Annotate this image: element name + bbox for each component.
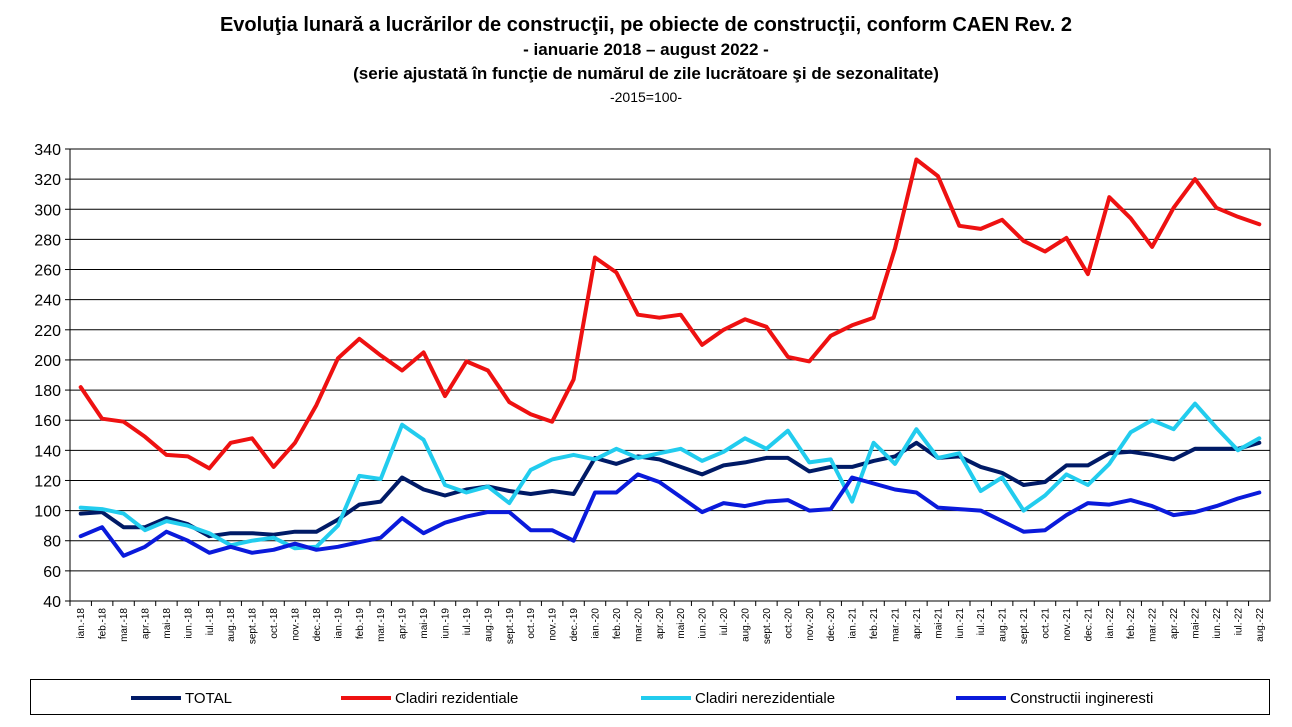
x-tick-label: iun.-19	[441, 608, 452, 639]
y-tick-label: 40	[43, 594, 61, 611]
x-tick-label: feb.-22	[1126, 608, 1137, 640]
chart-subtitle: - ianuarie 2018 – august 2022 -	[523, 40, 769, 59]
x-tick-label: iul.-19	[462, 608, 473, 636]
chart-base-note: -2015=100-	[609, 89, 682, 105]
legend-item-ingineresti: Constructii ingineresti	[956, 688, 1153, 708]
line-chart: 40 60 80 100 120 140 160 180 200 220 240 260 280 300 3…	[34, 142, 1271, 645]
y-tick-label: 280	[34, 232, 61, 249]
x-tick-label: feb.-19	[355, 608, 366, 640]
x-tick-label: apr.-22	[1169, 608, 1180, 640]
x-tick-label: mar.-22	[1148, 608, 1159, 642]
x-tick-label: iul.-22	[1233, 608, 1244, 636]
legend-swatch-rezidentiale	[341, 696, 391, 700]
x-tick-label: oct.-18	[269, 608, 280, 639]
legend-swatch-nerezidentiale	[641, 696, 691, 700]
x-tick-label: iul.-18	[205, 608, 216, 636]
chart-title: Evoluţia lunară a lucrărilor de construc…	[219, 14, 1073, 36]
x-tick-label: aug.-22	[1255, 608, 1266, 642]
legend-swatch-ingineresti	[956, 696, 1006, 700]
y-tick-label: 80	[43, 534, 61, 551]
series-line-cladiri-rezidentiale	[78, 157, 1262, 471]
x-tick-label: oct.-20	[783, 608, 794, 639]
x-tick-label: dec.-19	[569, 608, 580, 642]
x-tick-label: mai-19	[419, 608, 430, 639]
x-tick-label: sept.-20	[762, 608, 773, 645]
x-tick-label: nov.-20	[805, 608, 816, 641]
x-tick-label: oct.-19	[526, 608, 537, 639]
x-tick-label: mar.-21	[891, 608, 902, 642]
chart-legend: TOTAL Cladiri rezidentiale Cladiri nerez…	[30, 679, 1270, 715]
y-tick-label: 320	[34, 172, 61, 189]
series-line-total	[78, 440, 1262, 539]
y-tick-label: 200	[34, 353, 61, 370]
x-tick-label: ian.-21	[848, 608, 859, 639]
x-tick-label: oct.-21	[1041, 608, 1052, 639]
y-tick-label: 340	[34, 142, 61, 159]
legend-label-total: TOTAL	[185, 689, 232, 707]
y-tick-label: 300	[34, 202, 61, 219]
x-tick-label: mai-20	[676, 608, 687, 639]
x-tick-label: sept.-21	[1019, 608, 1030, 645]
y-tick-label: 260	[34, 263, 61, 280]
legend-label-ingineresti: Constructii ingineresti	[1010, 689, 1154, 707]
x-tick-label: aug.-20	[741, 608, 752, 642]
x-tick-label: ian.-18	[76, 608, 87, 639]
y-tick-label: 160	[34, 413, 61, 430]
x-tick-label: nov.-21	[1062, 608, 1073, 641]
x-tick-label: iul.-20	[719, 608, 730, 636]
x-tick-label: apr.-21	[912, 608, 923, 640]
x-tick-label: feb.-20	[612, 608, 623, 640]
series-line-cladiri-nerezidentiale	[78, 401, 1262, 551]
y-tick-label: 180	[34, 383, 61, 400]
x-tick-label: sept.-18	[248, 608, 259, 645]
x-tick-label: iun.-22	[1212, 608, 1223, 639]
x-tick-label: aug.-21	[998, 608, 1009, 642]
x-tick-label: aug.-19	[483, 608, 494, 642]
x-tick-label: aug.-18	[226, 608, 237, 642]
x-tick-label: apr.-18	[141, 608, 152, 640]
x-tick-label: mar.-20	[633, 608, 644, 642]
x-tick-label: ian.-20	[591, 608, 602, 639]
x-tick-label: mar.-18	[119, 608, 130, 642]
series-line-constructii-ingineresti	[78, 472, 1262, 558]
y-tick-label: 120	[34, 473, 61, 490]
legend-swatch-total	[131, 696, 181, 700]
chart-titles: Evoluţia lunară a lucrărilor de construc…	[0, 12, 1292, 108]
y-tick-label: 240	[34, 293, 61, 310]
x-tick-label: mai-22	[1191, 608, 1202, 639]
y-tick-label: 60	[43, 564, 61, 581]
x-tick-label: ian.-22	[1105, 608, 1116, 639]
x-tick-label: iul.-21	[976, 608, 987, 636]
x-tick-label: nov.-18	[291, 608, 302, 641]
x-tick-label: mai-21	[933, 608, 944, 639]
y-tick-label: 140	[34, 443, 61, 460]
x-tick-label: apr.-19	[398, 608, 409, 640]
x-tick-label: sept.-19	[505, 608, 516, 645]
legend-item-rezidentiale: Cladiri rezidentiale	[341, 688, 518, 708]
x-tick-label: feb.-21	[869, 608, 880, 640]
x-tick-label: mar.-19	[376, 608, 387, 642]
x-tick-label: dec.-18	[312, 608, 323, 642]
x-tick-label: nov.-19	[548, 608, 559, 641]
x-tick-label: dec.-21	[1083, 608, 1094, 642]
legend-item-total: TOTAL	[131, 688, 232, 708]
legend-item-nerezidentiale: Cladiri nerezidentiale	[641, 688, 835, 708]
y-tick-label: 100	[34, 504, 61, 521]
y-tick-label: 220	[34, 323, 61, 340]
x-tick-label: iun.-21	[955, 608, 966, 639]
x-tick-label: ian.-19	[333, 608, 344, 639]
x-tick-label: apr.-20	[655, 608, 666, 640]
chart-subtitle-adjustment: (serie ajustată în funcţie de numărul de…	[353, 64, 939, 83]
x-tick-label: dec.-20	[826, 608, 837, 642]
legend-label-rezidentiale: Cladiri rezidentiale	[395, 689, 519, 707]
legend-label-nerezidentiale: Cladiri nerezidentiale	[695, 689, 836, 707]
x-tick-label: mai-18	[162, 608, 173, 639]
x-tick-label: iun.-20	[698, 608, 709, 639]
x-tick-label: iun.-18	[183, 608, 194, 639]
x-tick-label: feb.-18	[98, 608, 109, 640]
